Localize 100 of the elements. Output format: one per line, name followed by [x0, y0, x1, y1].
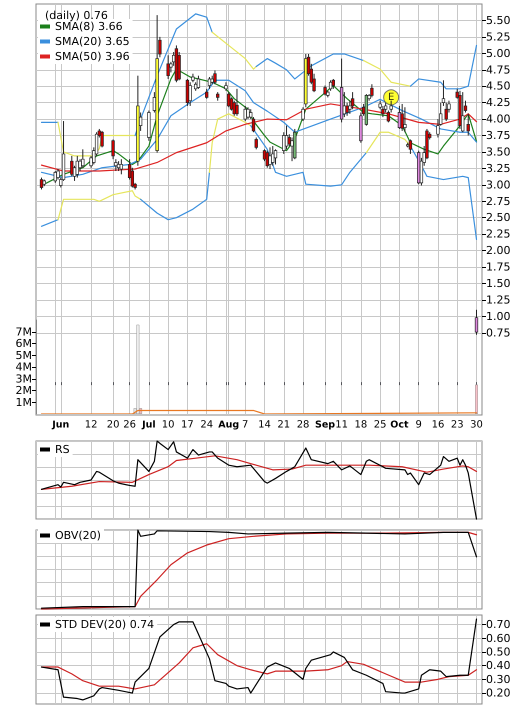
x-tick-label: 30 [470, 420, 483, 430]
candlestick [332, 78, 335, 90]
x-tick-label: Sep [315, 420, 336, 430]
line-series [410, 44, 478, 90]
line-series [140, 172, 210, 220]
x-tick-label: 9 [415, 420, 422, 430]
y-tick-label: 0.60 [486, 632, 510, 645]
legend-label: STD DEV(20) 0.74 [55, 618, 154, 631]
line-series [40, 618, 478, 700]
x-tick-label: Oct [390, 420, 409, 430]
y-tick-label: 4.50 [486, 80, 510, 93]
bar [136, 324, 140, 414]
x-tick-label: 28 [296, 420, 310, 430]
candlestick [76, 155, 79, 178]
candlestick [120, 158, 124, 175]
x-tick-label: 21 [277, 420, 290, 430]
y-tick-label: 4.25 [486, 96, 510, 110]
y-tick-label: 4.75 [486, 63, 510, 76]
annotation: E [388, 92, 394, 103]
x-tick-label: 24 [200, 420, 214, 430]
line-series [57, 190, 142, 220]
x-tick-label: 26 [123, 420, 136, 430]
candlestick [403, 106, 407, 133]
y-tick-label: 0.50 [486, 645, 510, 658]
candlestick [205, 88, 208, 100]
x-tick-label: 7 [242, 420, 248, 430]
candlestick [254, 136, 258, 150]
y-tick-label: 3.25 [486, 162, 510, 175]
y-tick-label: 7M [16, 325, 32, 338]
text: (daily) 0.76 [45, 9, 108, 22]
line-series [212, 32, 257, 70]
candlestick [400, 103, 404, 132]
candlestick [301, 106, 305, 122]
candlestick [196, 75, 200, 90]
candlestick [398, 105, 402, 130]
y-tick-label: 3.50 [486, 145, 510, 158]
x-tick-label: 17 [181, 420, 194, 430]
candlestick [370, 84, 374, 98]
x-tick-label: 18 [354, 420, 368, 430]
x-tick-label: 23 [450, 420, 464, 430]
legend-label: SMA(50) 3.96 [55, 50, 130, 63]
candlestick [111, 138, 115, 160]
candlestick [381, 105, 385, 118]
x-tick-label: Jun [51, 420, 70, 430]
line-series [363, 60, 412, 87]
y-tick-label: 3M [16, 372, 32, 386]
y-tick-label: 0.20 [486, 686, 510, 700]
candlestick [100, 130, 104, 148]
y-tick-label: 1.00 [486, 310, 510, 323]
x-tick-label: 16 [432, 420, 444, 430]
y-tick-label: 2.25 [486, 228, 510, 241]
candlestick [474, 309, 478, 336]
candlestick [114, 158, 118, 172]
legend-label: SMA(20) 3.65 [55, 35, 130, 48]
y-tick-label: 3.75 [486, 129, 510, 142]
candlestick [166, 54, 170, 80]
legend-label: OBV(20) [55, 529, 101, 542]
x-tick-label: 11 [335, 420, 348, 430]
line-series [208, 113, 252, 173]
y-tick-label: 5.50 [486, 14, 510, 27]
y-tick-label: 1M [16, 396, 32, 409]
y-tick-label: 3.00 [486, 178, 510, 192]
line-series [134, 13, 213, 136]
line-series [256, 53, 364, 80]
line-series [44, 68, 478, 185]
candlestick [54, 170, 57, 184]
y-tick-label: 0.40 [486, 659, 510, 672]
y-tick-label: 1.50 [486, 276, 510, 290]
y-tick-label: 1.25 [486, 293, 510, 306]
x-tick-label: 20 [106, 420, 120, 430]
candlestick [70, 155, 74, 177]
candlestick [227, 92, 230, 108]
bar [474, 384, 478, 414]
y-tick-label: 5M [16, 348, 32, 362]
y-tick-label: 2.00 [486, 244, 510, 258]
line-series [250, 125, 367, 187]
line-series [366, 132, 412, 154]
x-tick-label: 10 [162, 420, 175, 430]
legend-label: SMA(8) 3.66 [55, 20, 123, 33]
candlestick [81, 148, 84, 168]
x-tick-label: 25 [374, 420, 387, 430]
y-tick-label: 4M [16, 360, 32, 374]
y-tick-label: 1.75 [486, 260, 510, 274]
candlestick [350, 92, 354, 110]
y-tick-label: 2.75 [486, 194, 510, 208]
x-tick-label: Aug [218, 420, 240, 430]
line-series [40, 643, 478, 690]
candlestick [466, 113, 470, 136]
candlestick [244, 105, 247, 122]
x-tick-label: 12 [84, 420, 98, 430]
y-tick-label: 5.00 [486, 46, 510, 60]
candlestick [461, 92, 464, 133]
y-tick-label: 0.75 [486, 326, 510, 340]
y-tick-label: 2M [16, 384, 32, 397]
y-tick-label: 4.00 [486, 112, 510, 126]
y-tick-label: 0.30 [486, 672, 510, 686]
line-series [40, 103, 478, 172]
y-tick-label: 0.70 [486, 618, 510, 632]
x-tick-label: 14 [258, 420, 271, 430]
legend-label: RS [55, 443, 70, 456]
